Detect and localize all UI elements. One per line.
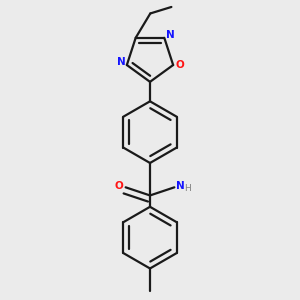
Text: H: H [184,184,191,194]
Text: N: N [166,30,175,40]
Text: O: O [176,60,185,70]
Text: N: N [176,182,184,191]
Text: O: O [114,182,123,191]
Text: N: N [117,57,125,68]
